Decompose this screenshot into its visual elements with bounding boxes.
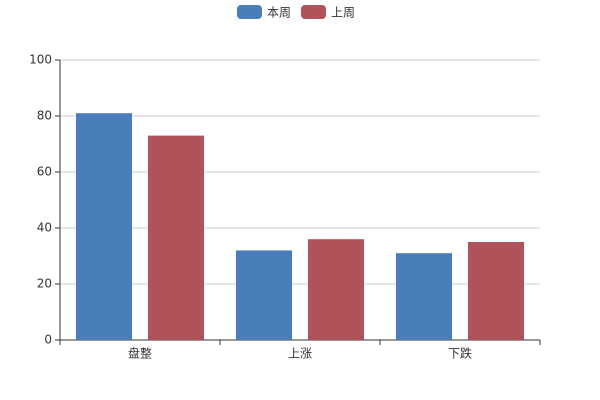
legend-swatch[interactable]	[237, 5, 262, 19]
bar	[396, 253, 452, 340]
legend-swatch[interactable]	[301, 5, 326, 19]
legend-label[interactable]: 上周	[331, 6, 355, 20]
y-tick-label: 60	[37, 165, 52, 179]
bar	[468, 242, 524, 340]
bar	[148, 135, 204, 340]
y-tick-label: 100	[29, 53, 52, 67]
bar	[308, 239, 364, 340]
y-tick-label: 20	[37, 277, 52, 291]
x-tick-label: 下跌	[448, 346, 472, 361]
y-tick-label: 80	[37, 109, 52, 123]
bar	[76, 113, 132, 340]
x-tick-label: 盘整	[128, 346, 152, 361]
bar	[236, 250, 292, 340]
y-tick-label: 0	[44, 333, 52, 347]
y-tick-label: 40	[37, 221, 52, 235]
x-tick-label: 上涨	[288, 346, 312, 361]
legend-label[interactable]: 本周	[267, 6, 291, 20]
